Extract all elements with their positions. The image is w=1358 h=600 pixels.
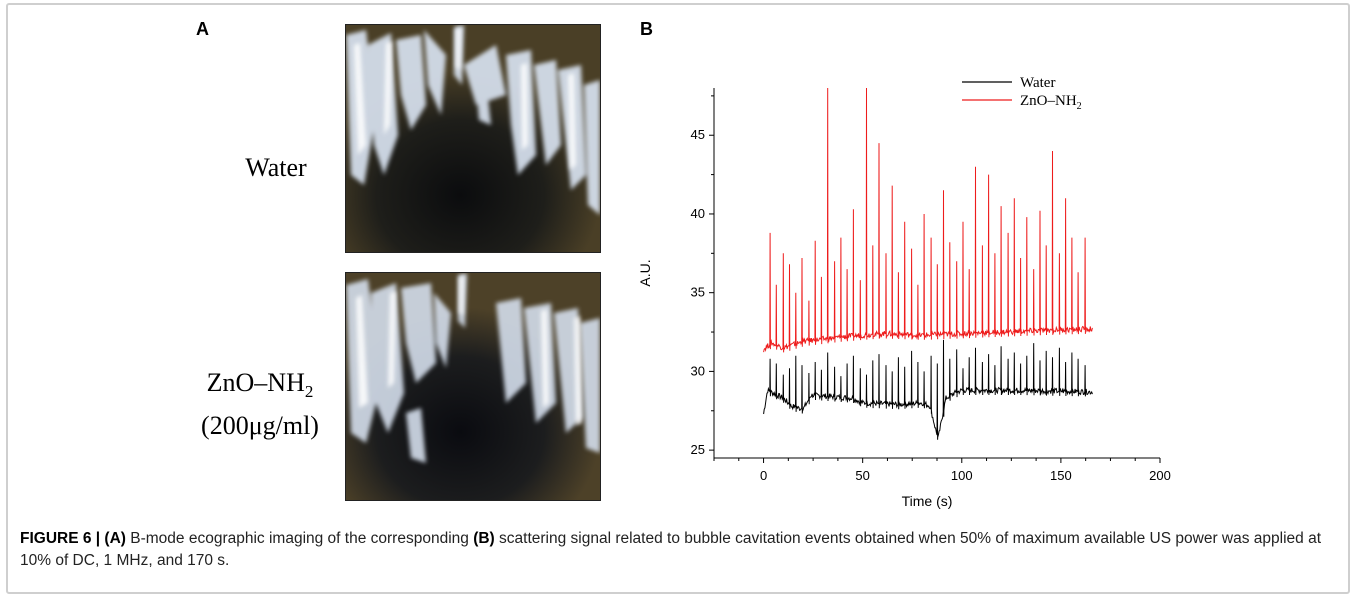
- line-chart: 0 50 100 150 200 25 30 35 40 45 Time (s) A.U. Water…: [637, 75, 1171, 509]
- panel-b-label: B: [640, 19, 653, 39]
- caption-b-ref: (B): [473, 530, 495, 547]
- y-tick-label: 45: [691, 127, 705, 142]
- y-tick-label: 30: [691, 363, 705, 378]
- figure-caption: FIGURE 6 | (A) B-mode ecographic imaging…: [20, 528, 1340, 572]
- legend-label: Water: [1020, 75, 1055, 91]
- x-tick-label: 0: [760, 468, 767, 483]
- y-tick-label: 35: [691, 285, 705, 300]
- legend-label-sub: 2: [1077, 101, 1082, 112]
- y-tick-label: 25: [691, 442, 705, 457]
- caption-text-2: scattering signal related to bubble cavi…: [20, 530, 1322, 569]
- image-label-zno-nh2-sub: 2: [304, 382, 314, 402]
- ultrasound-image-zno-nh2: [345, 272, 601, 501]
- x-tick-label: 150: [1050, 468, 1072, 483]
- caption-text-1: B-mode ecographic imaging of the corresp…: [125, 530, 474, 547]
- ultrasound-image-water-graphic: [346, 25, 600, 252]
- x-tick-label: 50: [855, 468, 869, 483]
- series-line-water: [763, 339, 1093, 440]
- caption-lead: FIGURE 6 | (A): [20, 530, 126, 547]
- image-label-zno-nh2: ZnO–NH2 (200μg/ml): [190, 366, 330, 443]
- series-line-zno-nh2: [763, 87, 1093, 353]
- ultrasound-image-zno-nh2-graphic: [346, 273, 600, 500]
- chart-legend: Water ZnO–NH2: [962, 75, 1082, 112]
- y-axis-label: A.U.: [637, 259, 653, 286]
- image-label-concentration: (200μg/ml): [201, 411, 319, 441]
- image-label-zno-nh2-main: ZnO–NH: [206, 368, 305, 397]
- x-axis-label: Time (s): [902, 493, 953, 509]
- figure-frame: [6, 3, 1350, 594]
- chart-series: [763, 87, 1093, 440]
- image-label-water: Water: [245, 153, 307, 182]
- legend-label: ZnO–NH2: [1020, 93, 1082, 112]
- x-tick-label: 100: [951, 468, 973, 483]
- ultrasound-image-water: [345, 24, 601, 253]
- panel-a-label: A: [196, 19, 209, 39]
- x-tick-label: 200: [1149, 468, 1171, 483]
- chart-axes: 0 50 100 150 200 25 30 35 40 45 Time (s) A.U.: [637, 88, 1171, 509]
- y-tick-label: 40: [691, 206, 705, 221]
